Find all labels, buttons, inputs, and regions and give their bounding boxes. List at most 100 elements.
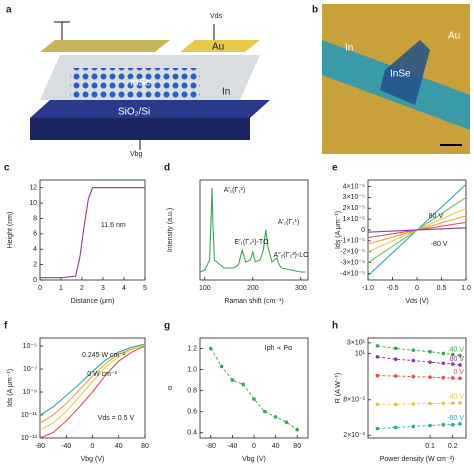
- y-axis-label: Ids (A μm⁻¹): [335, 211, 342, 249]
- y-tick-label: 4×10⁻⁵: [343, 183, 365, 190]
- x-tick-label: 0.2: [448, 443, 458, 450]
- panel-b: b In InSe Au: [312, 4, 470, 154]
- electrode: [180, 40, 260, 52]
- point: [375, 426, 380, 431]
- panel-label: a: [6, 5, 12, 16]
- point: [273, 415, 278, 419]
- label: InSe: [390, 69, 411, 80]
- panel-label: e: [332, 163, 338, 174]
- panel-label: h: [332, 321, 338, 332]
- inse-flake: [380, 40, 430, 105]
- point: [458, 363, 462, 367]
- y-tick-label: 0: [33, 277, 37, 284]
- y-tick-label: 2: [33, 261, 37, 268]
- y-tick-label: 3×10⁻⁵: [343, 194, 365, 201]
- point: [230, 378, 235, 382]
- point: [209, 346, 213, 351]
- point: [458, 422, 462, 426]
- fit-line: [377, 375, 461, 379]
- point: [441, 422, 446, 427]
- x-tick-label: 1.0: [461, 285, 471, 292]
- point: [458, 376, 462, 381]
- x-tick-label: 5: [143, 285, 147, 292]
- panel-label: g: [164, 321, 170, 332]
- y-axis-label: Intensity (a.u.): [167, 208, 174, 252]
- y-tick-label: 8: [33, 215, 37, 222]
- x-tick-label: 3: [101, 285, 105, 292]
- point: [441, 351, 446, 356]
- annotation: E′₁(Γ₃¹)-TO: [235, 239, 270, 246]
- x-tick-label: 200: [247, 285, 259, 292]
- x-tick-label: 0: [38, 285, 42, 292]
- x-tick-label: 0: [415, 285, 419, 292]
- plot-frame: [199, 337, 309, 439]
- x-tick-label: 80: [141, 443, 149, 450]
- label: SiO₂/Si: [118, 107, 150, 118]
- fit-line: [377, 423, 461, 430]
- y-tick-label: 1.0: [187, 366, 197, 373]
- x-tick-label: 0: [91, 443, 95, 450]
- x-axis-label: Power density (W cm⁻²): [380, 456, 454, 463]
- y-tick-label: 1.2: [187, 345, 197, 352]
- y-tick-label: 0.4: [187, 430, 197, 437]
- y-tick-label: 2×10⁻⁵: [343, 205, 365, 212]
- label: InSe: [130, 78, 151, 89]
- y-tick-label: 0.6: [187, 409, 197, 416]
- line: [40, 187, 145, 279]
- point: [428, 375, 432, 379]
- x-axis-label: Vbg (V): [81, 456, 105, 463]
- y-tick-label: -4×10⁻⁵: [340, 270, 365, 277]
- x-tick-label: 1: [59, 285, 63, 292]
- y-tick-label: 12: [29, 185, 37, 192]
- point: [441, 401, 446, 406]
- x-axis-label: Raman shift (cm⁻¹): [224, 298, 283, 305]
- point: [428, 423, 432, 428]
- annotation: 0 W cm⁻²: [87, 371, 117, 378]
- panel-label: b: [312, 5, 318, 16]
- panel-a: a Vds Au InSe In SiO₂/Si Vbg: [6, 5, 270, 158]
- point: [458, 401, 462, 405]
- series-label: 80 V: [450, 356, 465, 363]
- point: [411, 348, 416, 353]
- y-tick-label: 6: [33, 231, 37, 238]
- line: [39, 344, 146, 431]
- y-tick-label: 1×10⁻⁵: [343, 216, 365, 223]
- point: [295, 427, 300, 432]
- label: In: [222, 87, 230, 98]
- annotation: A′₁(Γ₁¹): [278, 219, 300, 226]
- panel-label: f: [4, 321, 8, 332]
- x-tick-label: -40: [227, 443, 237, 450]
- line: [39, 344, 146, 424]
- label: Au: [212, 42, 224, 53]
- x-tick-label: 40: [115, 443, 123, 450]
- x-tick-label: 4: [122, 285, 126, 292]
- point: [375, 402, 380, 407]
- plot-frame: [367, 337, 467, 439]
- y-tick-label: 8×10⁻²: [343, 397, 365, 404]
- x-axis-label: Vbg (V): [242, 456, 266, 463]
- point: [411, 358, 416, 363]
- point: [428, 349, 432, 354]
- point: [375, 344, 380, 348]
- x-tick-label: -80: [206, 443, 216, 450]
- y-tick-label: 4: [33, 246, 37, 253]
- line: [39, 343, 146, 416]
- point: [411, 402, 416, 406]
- panel-label: c: [4, 163, 10, 174]
- x-tick-label: 0: [252, 443, 256, 450]
- series-label: -40 V: [447, 394, 464, 401]
- point: [393, 374, 398, 378]
- point: [441, 375, 446, 380]
- point: [252, 397, 256, 401]
- annotation: A″₂(Γ₂³)-LO: [273, 252, 309, 259]
- y-tick-label: 10⁻⁵: [23, 343, 37, 350]
- x-tick-label: 300: [295, 285, 307, 292]
- annotation: 11.6 nm: [101, 222, 126, 229]
- y-tick-label: 10¹: [355, 350, 366, 357]
- y-tick-label: 0.8: [187, 387, 197, 394]
- series-label: -80 V: [447, 415, 464, 422]
- point: [284, 420, 289, 425]
- point: [450, 352, 455, 357]
- line: [199, 187, 306, 273]
- x-tick-label: 0.5: [437, 285, 447, 292]
